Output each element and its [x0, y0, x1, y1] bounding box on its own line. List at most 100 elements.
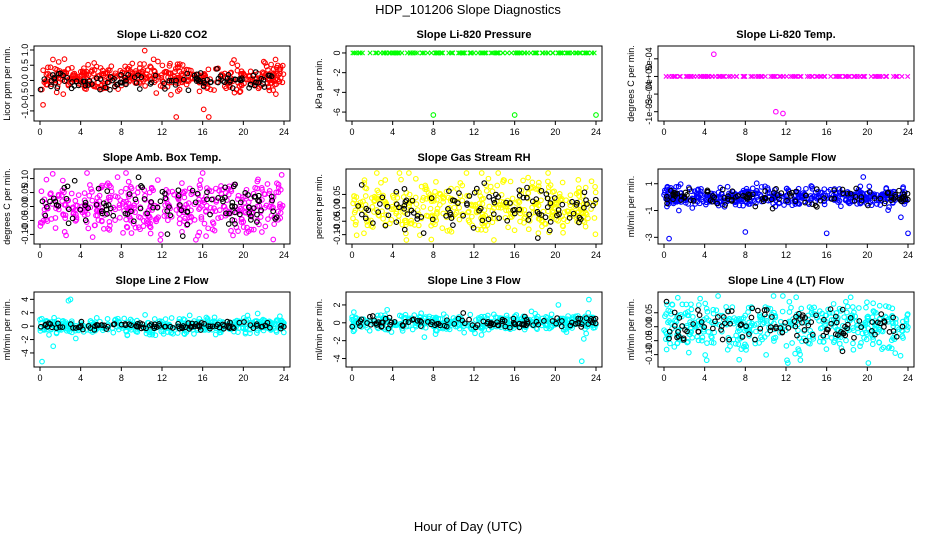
data-point [50, 56, 56, 63]
data-point-black [232, 76, 239, 83]
y-tick-label: 0.00 [20, 198, 30, 216]
data-point [845, 73, 851, 80]
data-point-black [680, 335, 687, 342]
data-point-black [104, 188, 111, 194]
data-point-black [393, 188, 400, 195]
data-point-black [559, 201, 566, 208]
data-point-black [41, 76, 48, 83]
data-point [197, 177, 204, 183]
data-point-black [679, 323, 686, 329]
data-point-black [493, 191, 499, 198]
data-point [45, 70, 51, 77]
data-point-black [110, 212, 117, 219]
data-point-black [878, 311, 885, 318]
data-point-black [254, 322, 260, 329]
data-point-black [533, 196, 540, 202]
data-point-black [678, 193, 685, 200]
data-point [234, 62, 241, 69]
data-point [837, 73, 843, 80]
data-point-black [230, 325, 237, 332]
data-point [183, 201, 189, 208]
data-point-black [544, 195, 551, 202]
data-point [236, 89, 243, 95]
data-point-black [526, 211, 533, 218]
data-point [153, 90, 160, 96]
data-point [861, 335, 867, 341]
data-point [803, 185, 809, 192]
data-point [235, 196, 241, 202]
data-point [86, 192, 93, 199]
data-point-black [82, 217, 89, 224]
data-point [673, 184, 679, 190]
data-point-black [456, 190, 462, 196]
data-point-black [446, 188, 452, 194]
data-point [561, 209, 568, 215]
data-point [240, 224, 247, 230]
data-point [247, 330, 253, 337]
data-point-black [476, 207, 483, 214]
data-point [230, 232, 236, 239]
data-point [489, 219, 496, 226]
data-point [142, 83, 148, 89]
data-point [759, 73, 765, 80]
data-point [44, 218, 51, 224]
data-point [757, 73, 764, 80]
data-point-black [69, 215, 76, 222]
data-point-black [61, 184, 68, 191]
data-point [695, 302, 702, 308]
data-point [521, 219, 527, 226]
data-point [349, 314, 355, 320]
data-point [465, 208, 472, 215]
data-point-black [417, 317, 423, 324]
data-point [872, 73, 879, 80]
data-point [885, 304, 892, 310]
data-point [710, 340, 717, 346]
x-tick-label: 8 [431, 127, 436, 137]
data-point [771, 338, 777, 344]
data-point [489, 188, 496, 195]
data-point [277, 313, 283, 320]
data-point [403, 237, 410, 243]
data-point-black [97, 86, 103, 93]
y-tick-label: 0.10 [20, 170, 30, 188]
data-point [203, 233, 209, 239]
x-tick-label: 12 [781, 250, 791, 260]
data-point [238, 68, 245, 75]
data-point [475, 50, 481, 56]
y-tick-label: -4 [20, 349, 30, 357]
data-point-black [148, 321, 155, 328]
data-point [127, 207, 133, 213]
data-point-black [409, 197, 416, 204]
data-point-black [386, 314, 393, 321]
data-point-black [143, 325, 149, 332]
data-point [821, 73, 827, 80]
data-point [85, 225, 92, 232]
data-point-black [138, 74, 145, 80]
data-point [715, 73, 722, 80]
data-point [710, 306, 717, 313]
data-point [815, 73, 821, 80]
panel-8: Slope Line 3 Flow 0 4 8 12 16 20 24 -4 -2 0 2 ml/min… [314, 275, 603, 383]
data-point-black [567, 322, 574, 329]
y-tick-label: 1.0 [20, 44, 30, 57]
data-point-black [441, 322, 448, 329]
data-point-black [229, 85, 236, 91]
data-point [98, 77, 105, 83]
data-point [401, 217, 408, 224]
data-point [409, 326, 416, 333]
x-tick-label: 20 [550, 127, 560, 137]
data-point-black [236, 211, 243, 218]
data-point [592, 189, 599, 196]
data-point [749, 185, 756, 192]
data-point-black [65, 220, 72, 227]
outlier-point [742, 229, 749, 235]
data-point-black [379, 323, 385, 329]
data-point-black [122, 321, 129, 327]
data-point-black [444, 317, 450, 324]
data-point-black [839, 348, 846, 355]
data-point [53, 330, 60, 337]
data-point [464, 192, 470, 199]
data-point-black [269, 197, 275, 204]
data-point [63, 232, 69, 239]
data-point [451, 204, 458, 211]
